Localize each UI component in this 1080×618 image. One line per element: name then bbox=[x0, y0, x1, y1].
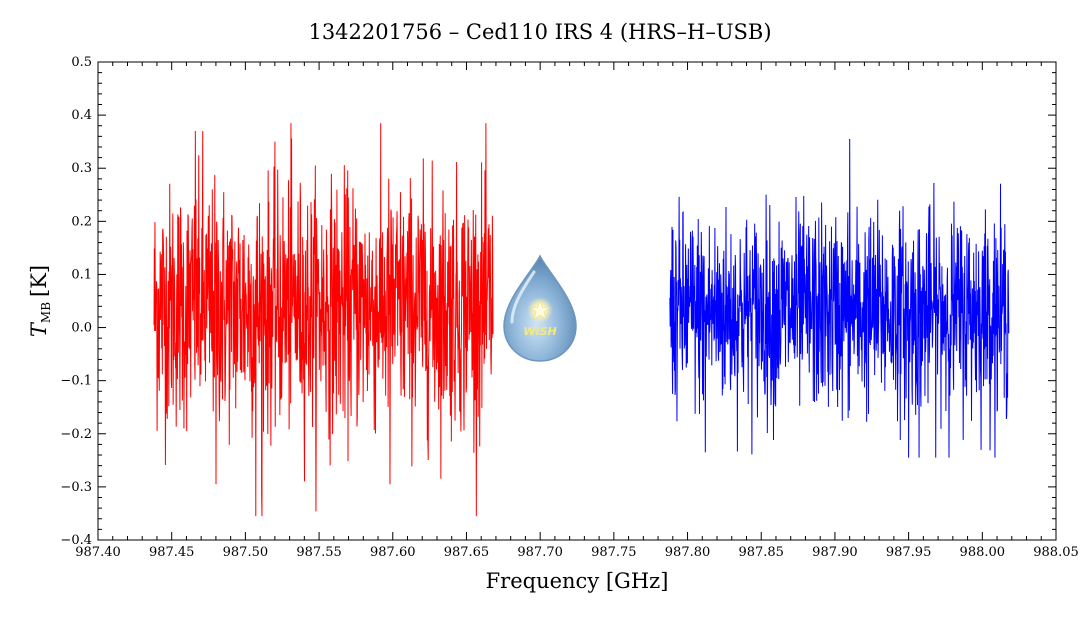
x-tick-label: 987.60 bbox=[370, 545, 416, 560]
y-tick-labels: 0.5 0.4 0.3 0.2 0.1 0.0 −0.1 −0.2 −0.3 −0.4 bbox=[60, 55, 92, 548]
y-tick-label: −0.2 bbox=[60, 427, 92, 442]
x-tick-label: 987.40 bbox=[75, 545, 121, 560]
x-tick-label: 987.90 bbox=[812, 545, 858, 560]
x-tick-label: 987.65 bbox=[444, 545, 490, 560]
y-tick-label: 0.1 bbox=[71, 267, 92, 282]
x-tick-label: 987.50 bbox=[223, 545, 269, 560]
x-tick-label: 988.05 bbox=[1033, 545, 1079, 560]
y-tick-label: 0.0 bbox=[71, 321, 92, 336]
y-tick-label: 0.3 bbox=[71, 161, 92, 176]
logo-text: WISH bbox=[523, 325, 556, 338]
y-axis-label-main: T bbox=[27, 321, 51, 337]
x-tick-label: 987.75 bbox=[591, 545, 637, 560]
wish-logo: WISH bbox=[503, 254, 577, 362]
major-ticks bbox=[97, 61, 1057, 541]
series-line-1 bbox=[153, 123, 494, 517]
y-tick-label: 0.5 bbox=[71, 55, 92, 70]
x-tick-label: 987.45 bbox=[149, 545, 195, 560]
y-axis-label: TMB [K] bbox=[27, 265, 53, 337]
x-tick-label: 987.70 bbox=[517, 545, 563, 560]
x-tick-label: 987.85 bbox=[738, 545, 784, 560]
minor-ticks bbox=[98, 62, 1056, 540]
x-tick-label: 987.55 bbox=[296, 545, 342, 560]
x-tick-labels: 987.40 987.45 987.50 987.55 987.60 987.65 987.… bbox=[75, 545, 1079, 560]
y-tick-label: −0.3 bbox=[60, 480, 92, 495]
y-axis-label-unit: [K] bbox=[27, 265, 51, 297]
x-tick-label: 988.00 bbox=[960, 545, 1006, 560]
series-group bbox=[153, 123, 1010, 517]
y-tick-label: 0.2 bbox=[71, 214, 92, 229]
x-tick-label: 987.80 bbox=[665, 545, 711, 560]
plot-frame bbox=[97, 61, 1057, 541]
y-tick-label: −0.4 bbox=[60, 533, 92, 548]
x-tick-label: 987.95 bbox=[886, 545, 932, 560]
star-icon bbox=[530, 300, 550, 320]
x-axis-label: Frequency [GHz] bbox=[486, 569, 669, 593]
y-tick-label: −0.1 bbox=[60, 374, 92, 389]
y-tick-label: 0.4 bbox=[71, 108, 92, 123]
series-line-2 bbox=[669, 139, 1010, 458]
y-axis-label-sub: MB bbox=[39, 302, 53, 323]
chart-title: 1342201756 – Ced110 IRS 4 (HRS–H–USB) bbox=[308, 20, 771, 44]
svg-text:TMB[K]: TMB [K] bbox=[27, 265, 53, 337]
